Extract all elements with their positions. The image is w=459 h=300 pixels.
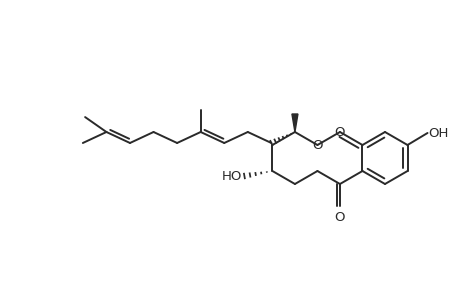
Text: HO: HO xyxy=(222,169,242,182)
Text: O: O xyxy=(334,211,344,224)
Text: OH: OH xyxy=(428,127,448,140)
Polygon shape xyxy=(291,114,297,132)
Text: O: O xyxy=(312,139,322,152)
Text: O: O xyxy=(334,125,344,139)
